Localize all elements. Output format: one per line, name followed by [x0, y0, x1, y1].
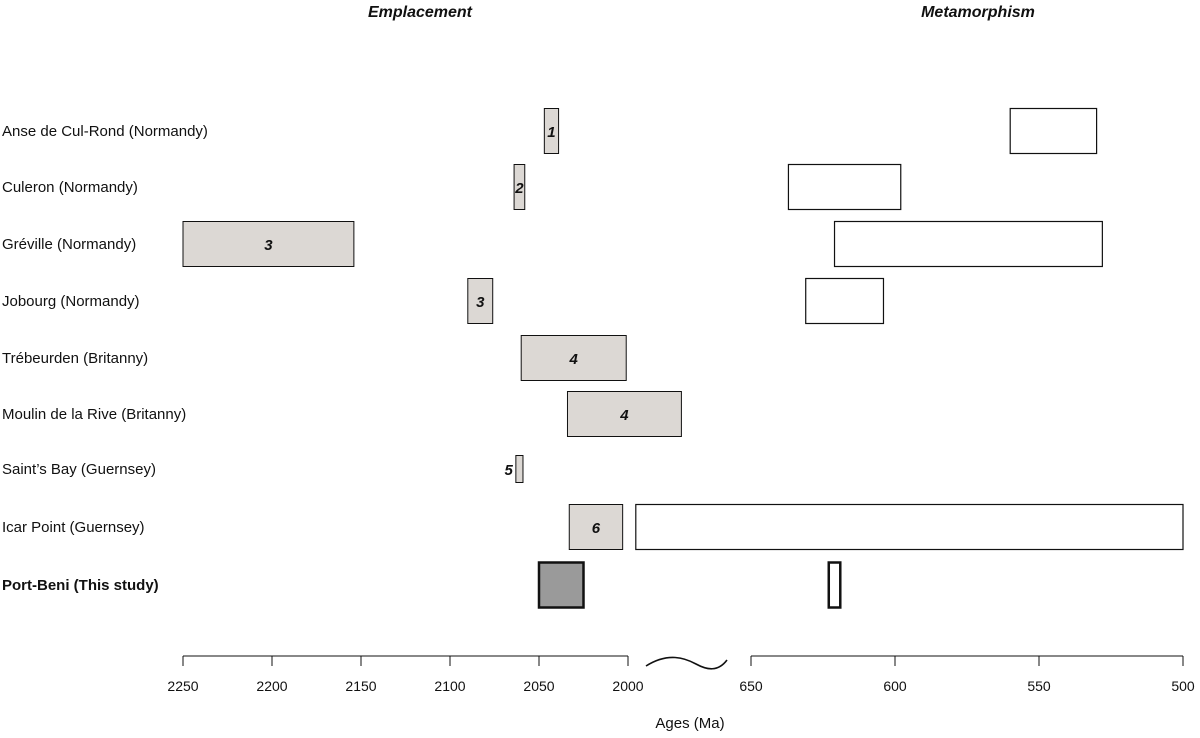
row-9: Port-Beni (This study): [2, 561, 842, 609]
section-title-metamorphism: Metamorphism: [921, 4, 1035, 21]
row-label: Anse de Cul-Rond (Normandy): [2, 123, 208, 140]
emplacement-bar: [513, 164, 526, 210]
tick-label: 550: [1027, 678, 1051, 694]
emplacement-bar-label: 6: [592, 520, 601, 537]
row-5: Trébeurden (Britanny) 4: [2, 335, 627, 381]
tick-label: 2200: [256, 678, 287, 694]
section-title-emplacement: Emplacement: [368, 4, 473, 21]
tick-label: 2250: [167, 678, 198, 694]
tick-label: 2000: [612, 678, 643, 694]
emplacement-bar: [568, 504, 624, 550]
row-6: Moulin de la Rive (Britanny) 4: [2, 391, 682, 437]
row-label: Jobourg (Normandy): [2, 293, 140, 310]
axis-break-mark: [645, 656, 728, 670]
metamorphism-bar: [833, 220, 1103, 268]
emplacement-bar: [515, 455, 524, 483]
emplacement-bar-label: 3: [264, 237, 273, 254]
emplacement-bar-label: 3: [476, 294, 485, 311]
metamorphism-bar: [635, 503, 1184, 551]
row-8: Icar Point (Guernsey) 6: [2, 503, 1184, 551]
metamorphism-bar: [827, 561, 842, 609]
tick-label: 600: [883, 678, 907, 694]
rows-layer: Anse de Cul-Rond (Normandy) 1 Culeron (Nor…: [2, 107, 1184, 609]
tick-label: 500: [1171, 678, 1195, 694]
tick-label: 2050: [523, 678, 554, 694]
emplacement-bar: [467, 278, 494, 324]
row-label: Icar Point (Guernsey): [2, 519, 145, 536]
row-7: Saint’s Bay (Guernsey) 5: [2, 455, 524, 483]
emplacement-bar-label: 1: [547, 124, 555, 141]
row-1: Anse de Cul-Rond (Normandy) 1: [2, 107, 1098, 155]
row-4: Jobourg (Normandy) 3: [2, 277, 885, 325]
row-label: Moulin de la Rive (Britanny): [2, 406, 186, 423]
row-label: Saint’s Bay (Guernsey): [2, 461, 156, 478]
row-label: Port-Beni (This study): [2, 577, 159, 594]
x-axis-title: Ages (Ma): [655, 715, 724, 732]
emplacement-bar: [543, 108, 560, 154]
emplacement-bar: [566, 391, 682, 437]
emplacement-bar: [537, 561, 585, 609]
tick-label: 650: [739, 678, 763, 694]
emplacement-bar-label: 2: [514, 180, 524, 197]
emplacement-bar-label: 4: [569, 351, 579, 368]
metamorphism-bar: [805, 277, 885, 325]
emplacement-bar-label: 5: [505, 462, 514, 479]
row-label: Trébeurden (Britanny): [2, 350, 148, 367]
metamorphism-bar: [1009, 107, 1098, 155]
row-3: Gréville (Normandy) 3: [2, 220, 1103, 268]
emplacement-bar: [520, 335, 627, 381]
row-2: Culeron (Normandy) 2: [2, 163, 902, 211]
row-label: Gréville (Normandy): [2, 236, 136, 253]
row-label: Culeron (Normandy): [2, 179, 138, 196]
emplacement-bar: [182, 221, 355, 267]
emplacement-bar-label: 4: [619, 407, 629, 424]
x-axis: 2250 2200 2150 2100 2050 2000 650 600 550 500: [167, 655, 1195, 694]
tick-label: 2150: [345, 678, 376, 694]
tick-label: 2100: [434, 678, 465, 694]
metamorphism-bar: [787, 163, 902, 211]
